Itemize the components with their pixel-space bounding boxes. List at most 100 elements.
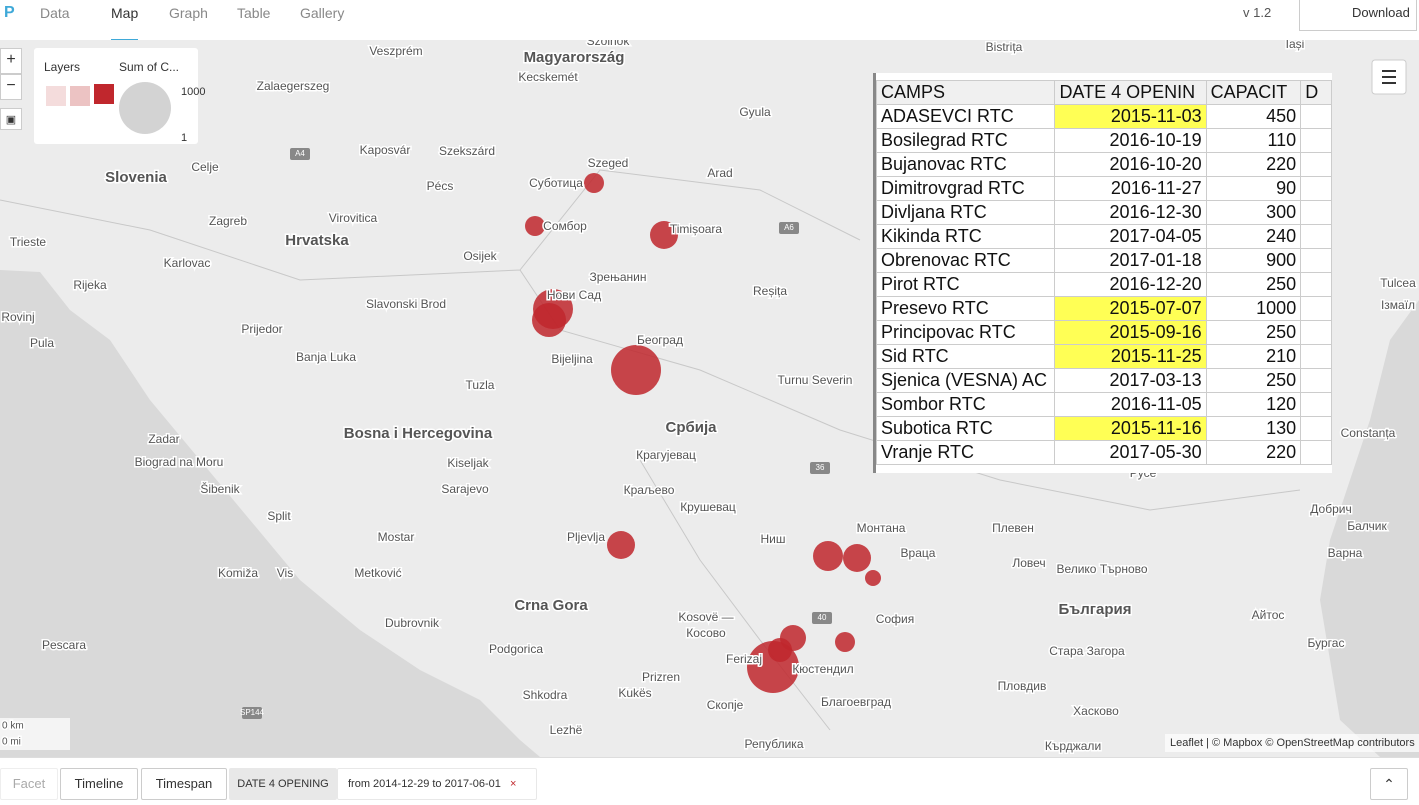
facet-button[interactable]: Facet [0,768,58,800]
table-header[interactable]: CAMPS [876,80,1056,105]
city-label: Pescara [42,638,86,652]
table-header[interactable]: DATE 4 OPENIN [1054,80,1207,105]
bubble[interactable] [747,641,799,693]
bubble[interactable] [584,173,604,193]
table-cell: 90 [1205,176,1302,201]
attribution[interactable]: Leaflet | © Mapbox © OpenStreetMap contr… [1170,737,1415,749]
table-cell: 300 [1205,200,1302,225]
logo[interactable]: P [4,4,15,21]
scale-mi: 0 mi [2,737,21,748]
table-cell: Bujanovac RTC [876,152,1056,177]
nav-tab[interactable]: Graph [169,5,208,21]
city-label: София [876,612,914,626]
city-label: Бургас [1308,636,1345,650]
nav-tab[interactable]: Map [111,5,139,42]
table-row: Bujanovac RTC 2016-10-20 220 [876,152,1332,177]
road-label: A4 [295,149,305,158]
filter-remove[interactable]: × [509,778,517,790]
city-label: Pécs [427,179,454,193]
nav-tab[interactable]: Gallery [300,5,345,21]
table-row: Pirot RTC 2016-12-20 250 [876,272,1332,297]
table-cell: 220 [1205,440,1302,465]
table-cell: 130 [1205,416,1302,441]
table-row: Subotica RTC 2015-11-16 130 [876,416,1332,441]
table-cell [1300,440,1332,465]
city-label: Dubrovnik [385,616,440,630]
table-cell: 210 [1205,344,1302,369]
city-label: Vis [277,566,293,580]
city-label: Banja Luka [296,350,356,364]
city-label: Zagreb [209,214,247,228]
download-button[interactable]: Download [1299,0,1417,31]
table-image: CAMPS DATE 4 OPENIN CAPACIT D ADASEVCI RTC 20… [873,73,1332,473]
bubble[interactable] [611,345,661,395]
city-label: Virovitica [329,211,378,225]
city-label: Айтос [1252,608,1285,622]
bubble[interactable] [650,221,678,249]
city-label: Karlovac [164,256,211,270]
city-label: Крушевац [680,500,736,514]
table-row: Sid RTC 2015-11-25 210 [876,344,1332,369]
table-row: Obrenovac RTC 2017-01-18 900 [876,248,1332,273]
city-label: Tulcea [1380,276,1416,290]
table-row: Sjenica (VESNA) AC 2017-03-13 250 [876,368,1332,393]
country-label: Bosna i Hercegovina [344,425,493,442]
table-cell: 2017-04-05 [1054,224,1207,249]
bubble[interactable] [843,544,871,572]
city-label: Podgorica [489,642,543,656]
scale-km: 0 km [2,721,24,732]
table-row: Divljana RTC 2016-12-30 300 [876,200,1332,225]
city-label: Монтана [857,521,906,535]
filter-range: from 2014-12-29 to 2017-06-01 × [337,768,537,800]
table-cell: 1000 [1205,296,1302,321]
bubbles [525,173,881,693]
bubble[interactable] [813,541,843,571]
table-cell: 2017-05-30 [1054,440,1207,465]
city-label: Kosovë — [678,610,733,624]
place-labels: Magyarország Kecskemét Szolnok Veszprém Zala… [0,40,1418,755]
nav-tab[interactable]: Table [237,5,271,21]
city-label: Prijedor [241,322,282,336]
road-shield [810,462,830,474]
country-label: Magyarország [524,49,625,66]
city-label: Bijeljina [551,352,593,366]
timespan-button[interactable]: Timespan [141,768,227,800]
road-label: 36 [816,463,825,472]
table-cell [1300,248,1332,273]
city-label: Ізмаїл [1381,298,1415,312]
table-header-row: CAMPS DATE 4 OPENIN CAPACIT D [876,80,1332,105]
city-label: Zadar [148,432,179,446]
bubble[interactable] [525,216,545,236]
city-label: Reșița [753,284,787,298]
fit-bounds[interactable]: ▣ [0,108,22,130]
table-cell [1300,104,1332,129]
bubble[interactable] [835,632,855,652]
table-header[interactable]: D [1300,80,1332,105]
legend-max: 1000 [181,86,206,98]
bubble[interactable] [532,303,566,337]
zoom-out[interactable]: − [0,74,22,100]
filter-bar: Facet Timeline Timespan DATE 4 OPENING f… [0,757,1419,805]
city-label: Ниш [761,532,786,546]
bubble[interactable] [865,570,881,586]
city-label: Пловдив [998,679,1047,693]
table-header[interactable]: CAPACIT [1205,80,1302,105]
table-row: Dimitrovgrad RTC 2016-11-27 90 [876,176,1332,201]
nav-tab[interactable]: Data [40,5,70,21]
city-label: Скопје [707,698,744,712]
timeline-button[interactable]: Timeline [60,768,138,800]
city-label: Велико Търново [1056,562,1147,576]
zoom-in[interactable]: + [0,48,22,74]
table-cell: Obrenovac RTC [876,248,1056,273]
table-cell: 2015-07-07 [1054,296,1207,321]
expand-button[interactable]: ⌃ [1370,768,1408,800]
table-cell: Sjenica (VESNA) AC [876,368,1056,393]
legend-size-circle [119,82,171,134]
city-label: Враца [901,546,936,560]
city-label: Ferizaj [726,652,762,666]
bubble[interactable] [607,531,635,559]
table-cell: 110 [1205,128,1302,153]
table-cell: Bosilegrad RTC [876,128,1056,153]
city-label: Constanța [1341,426,1396,440]
table-cell: ADASEVCI RTC [876,104,1056,129]
